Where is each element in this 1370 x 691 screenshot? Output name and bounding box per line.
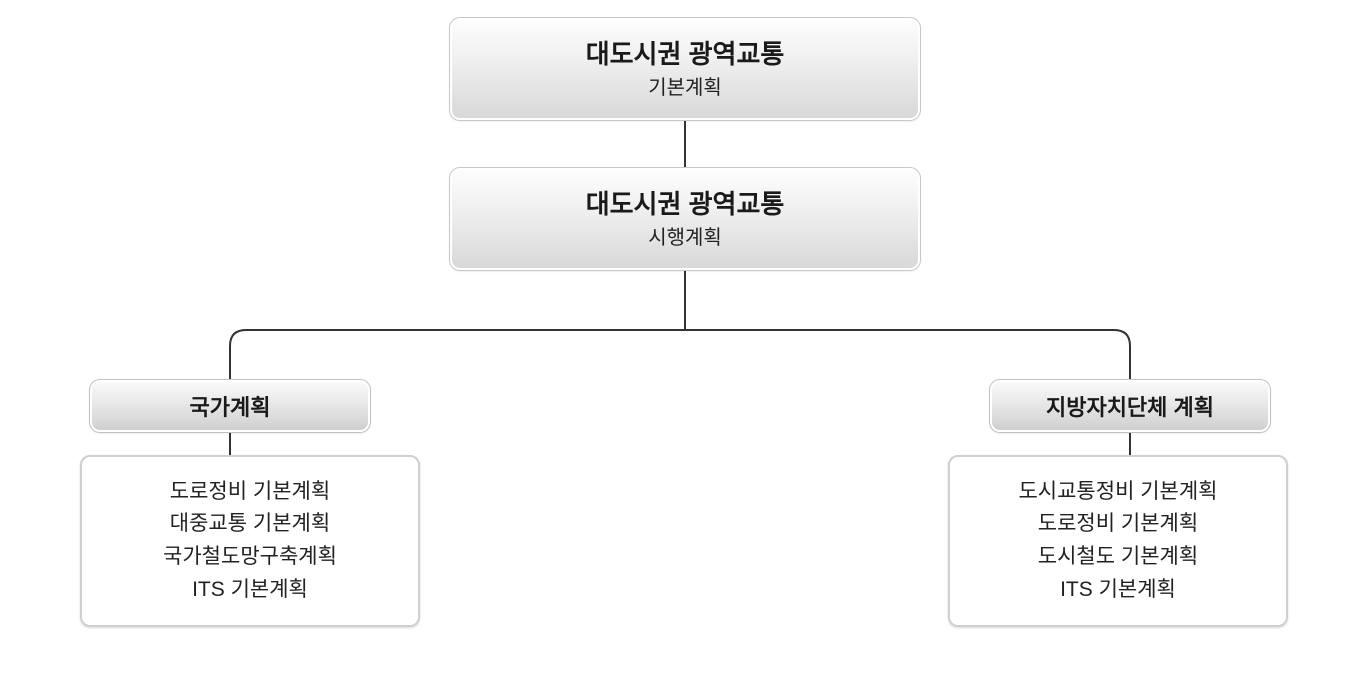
- root-title: 대도시권 광역교통: [586, 36, 785, 72]
- node-root: 대도시권 광역교통 기본계획: [450, 18, 920, 120]
- left-item: 국가철도망구축계획: [163, 541, 337, 574]
- right-item: ITS 기본계획: [1060, 574, 1176, 607]
- root-subtitle: 기본계획: [648, 74, 722, 102]
- node-left-body: 도로정비 기본계획 대중교통 기본계획 국가철도망구축계획 ITS 기본계획: [80, 455, 420, 627]
- left-header-title: 국가계획: [190, 390, 271, 422]
- node-right-header: 지방자치단체 계획: [990, 380, 1270, 432]
- node-mid: 대도시권 광역교통 시행계획: [450, 168, 920, 270]
- left-item: 대중교통 기본계획: [170, 508, 330, 541]
- org-diagram: 대도시권 광역교통 기본계획 대도시권 광역교통 시행계획 국가계획 도로정비 …: [0, 0, 1370, 691]
- right-header-title: 지방자치단체 계획: [1046, 390, 1214, 422]
- right-item: 도시교통정비 기본계획: [1018, 476, 1217, 509]
- mid-title: 대도시권 광역교통: [586, 186, 785, 222]
- node-left-header: 국가계획: [90, 380, 370, 432]
- left-item: ITS 기본계획: [192, 574, 308, 607]
- right-item: 도시철도 기본계획: [1038, 541, 1198, 574]
- mid-subtitle: 시행계획: [648, 224, 722, 252]
- left-item: 도로정비 기본계획: [170, 476, 330, 509]
- right-item: 도로정비 기본계획: [1038, 508, 1198, 541]
- node-right-body: 도시교통정비 기본계획 도로정비 기본계획 도시철도 기본계획 ITS 기본계획: [948, 455, 1288, 627]
